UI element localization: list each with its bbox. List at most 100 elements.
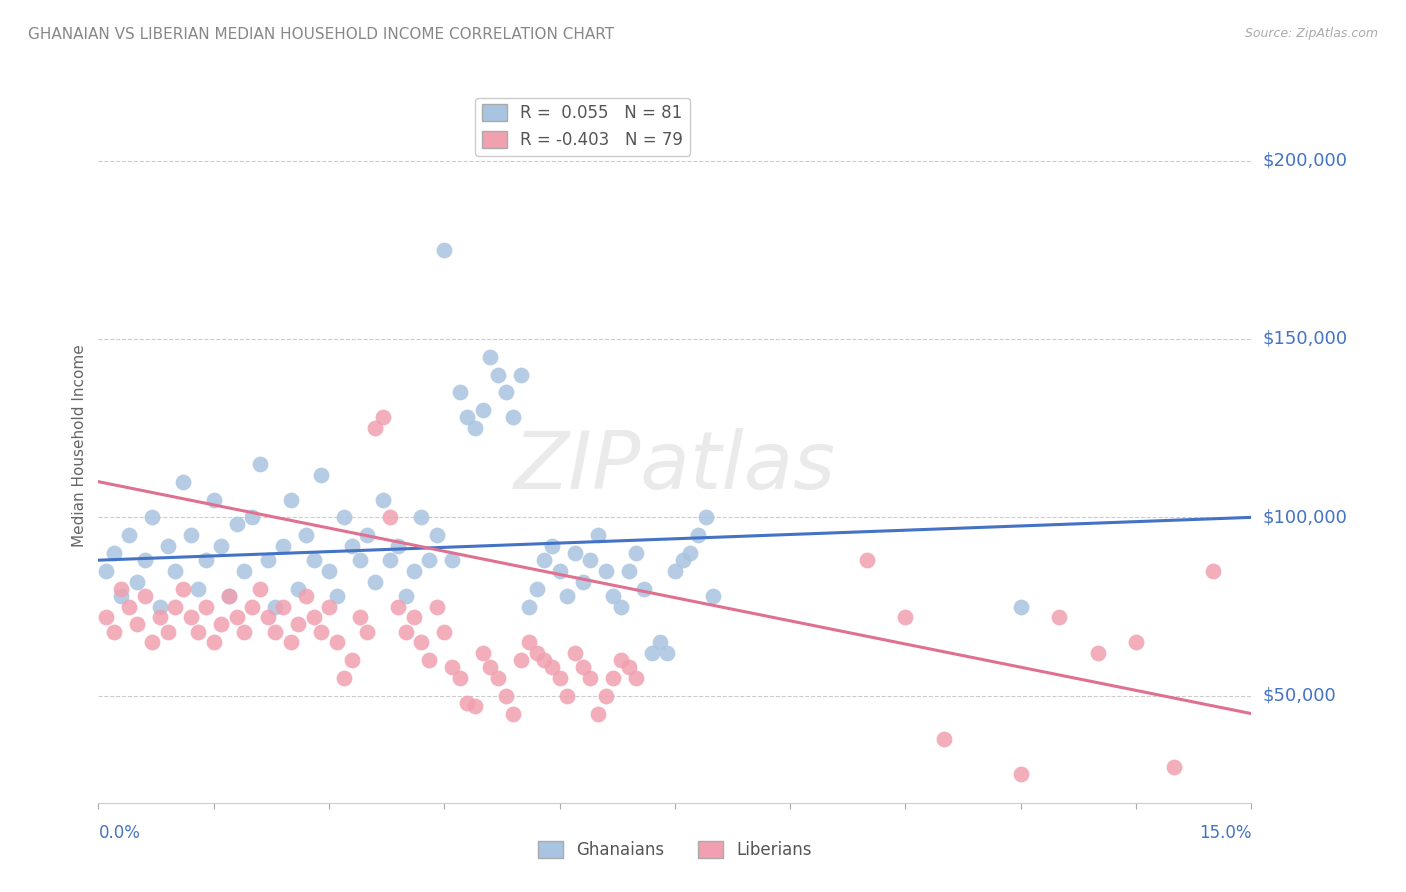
Point <box>479 350 502 364</box>
Point <box>517 599 540 614</box>
Point <box>340 653 363 667</box>
Point <box>679 546 702 560</box>
Point <box>486 368 509 382</box>
Text: $150,000: $150,000 <box>1263 330 1347 348</box>
Point <box>664 564 686 578</box>
Point <box>510 368 533 382</box>
Point <box>256 610 278 624</box>
Point <box>1010 599 1032 614</box>
Point <box>94 610 117 624</box>
Point <box>456 410 478 425</box>
Point <box>411 635 433 649</box>
Point <box>610 653 633 667</box>
Point <box>141 510 163 524</box>
Point <box>633 582 655 596</box>
Point <box>172 475 194 489</box>
Point <box>380 510 402 524</box>
Point <box>464 699 486 714</box>
Point <box>209 539 232 553</box>
Point <box>579 553 602 567</box>
Point <box>502 706 524 721</box>
Point <box>617 660 640 674</box>
Point <box>240 510 263 524</box>
Point <box>149 599 172 614</box>
Point <box>440 660 463 674</box>
Point <box>240 599 263 614</box>
Point <box>249 582 271 596</box>
Point <box>510 653 533 667</box>
Point <box>433 243 456 257</box>
Text: 0.0%: 0.0% <box>98 824 141 842</box>
Point <box>894 610 917 624</box>
Point <box>180 528 202 542</box>
Point <box>233 564 256 578</box>
Point <box>103 546 125 560</box>
Text: GHANAIAN VS LIBERIAN MEDIAN HOUSEHOLD INCOME CORRELATION CHART: GHANAIAN VS LIBERIAN MEDIAN HOUSEHOLD IN… <box>28 27 614 42</box>
Point <box>449 671 471 685</box>
Point <box>533 553 555 567</box>
Point <box>440 553 463 567</box>
Point <box>626 546 648 560</box>
Point <box>349 553 371 567</box>
Text: $100,000: $100,000 <box>1263 508 1347 526</box>
Point <box>1202 564 1225 578</box>
Point <box>318 564 340 578</box>
Point <box>264 624 287 639</box>
Point <box>218 589 240 603</box>
Point <box>302 553 325 567</box>
Point <box>225 610 247 624</box>
Point <box>395 624 418 639</box>
Point <box>134 589 156 603</box>
Point <box>187 582 209 596</box>
Point <box>356 624 378 639</box>
Point <box>402 610 425 624</box>
Point <box>555 589 578 603</box>
Point <box>218 589 240 603</box>
Point <box>464 421 486 435</box>
Point <box>318 599 340 614</box>
Point <box>387 539 409 553</box>
Text: Source: ZipAtlas.com: Source: ZipAtlas.com <box>1244 27 1378 40</box>
Point <box>495 385 517 400</box>
Point <box>1047 610 1070 624</box>
Point <box>586 528 609 542</box>
Point <box>486 671 509 685</box>
Text: $50,000: $50,000 <box>1263 687 1336 705</box>
Point <box>517 635 540 649</box>
Point <box>340 539 363 553</box>
Point <box>256 553 278 567</box>
Point <box>579 671 602 685</box>
Point <box>617 564 640 578</box>
Point <box>110 589 132 603</box>
Text: ZIPatlas: ZIPatlas <box>513 428 837 507</box>
Point <box>195 599 218 614</box>
Point <box>564 646 586 660</box>
Point <box>586 706 609 721</box>
Point <box>471 646 494 660</box>
Point <box>495 689 517 703</box>
Point <box>311 624 333 639</box>
Point <box>702 589 724 603</box>
Point <box>125 574 148 589</box>
Point <box>118 599 141 614</box>
Point <box>541 660 564 674</box>
Point <box>1087 646 1109 660</box>
Point <box>932 731 955 746</box>
Point <box>1163 760 1185 774</box>
Point <box>548 564 571 578</box>
Point <box>418 653 440 667</box>
Point <box>533 653 555 667</box>
Point <box>541 539 564 553</box>
Point <box>402 564 425 578</box>
Point <box>1125 635 1147 649</box>
Point <box>526 646 548 660</box>
Point <box>280 635 302 649</box>
Point <box>364 574 387 589</box>
Point <box>187 624 209 639</box>
Point <box>371 410 394 425</box>
Point <box>249 457 271 471</box>
Point <box>387 599 409 614</box>
Point <box>686 528 709 542</box>
Point <box>456 696 478 710</box>
Point <box>156 539 179 553</box>
